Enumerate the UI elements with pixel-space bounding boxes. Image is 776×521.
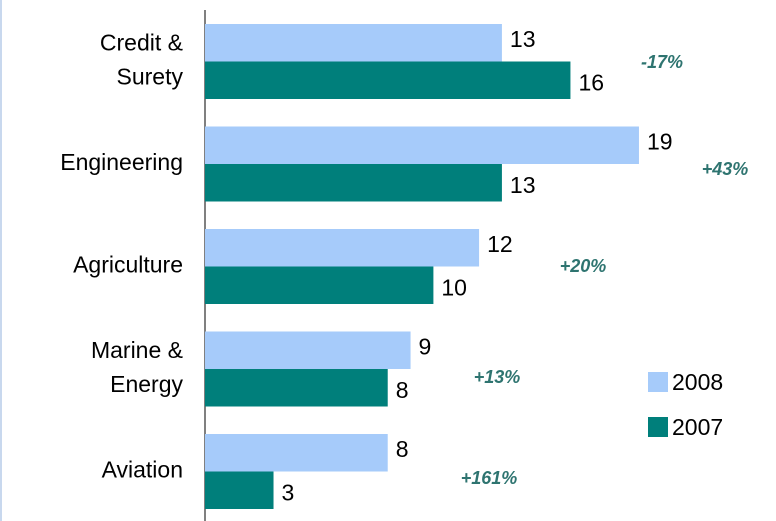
category-label: Engineering <box>60 149 183 175</box>
value-label: 19 <box>647 128 673 154</box>
value-label: 10 <box>441 274 467 300</box>
legend-swatch <box>648 372 668 392</box>
category-label: Marine & <box>91 337 183 363</box>
value-label: 13 <box>510 172 536 198</box>
annotation: +13% <box>474 367 521 387</box>
annotation: +20% <box>560 256 607 276</box>
value-label: 8 <box>396 436 409 462</box>
legend-label: 2008 <box>672 369 723 395</box>
value-label: 13 <box>510 26 536 52</box>
bar <box>205 24 502 62</box>
value-label: 3 <box>282 479 295 505</box>
annotation: +161% <box>461 468 518 488</box>
category-label: Aviation <box>102 457 183 483</box>
annotation: -17% <box>641 52 683 72</box>
value-label: 9 <box>419 333 432 359</box>
bar <box>205 164 502 202</box>
category-label: Surety <box>117 64 184 90</box>
annotation: +43% <box>702 159 749 179</box>
bar <box>205 369 388 407</box>
bar <box>205 266 434 304</box>
bar <box>205 331 411 369</box>
bar <box>205 229 480 267</box>
value-label: 8 <box>396 377 409 403</box>
legend-label: 2007 <box>672 414 723 440</box>
value-label: 12 <box>487 231 513 257</box>
category-label: Energy <box>110 371 183 397</box>
value-label: 16 <box>578 69 604 95</box>
bar <box>205 434 388 472</box>
category-label: Credit & <box>100 30 183 56</box>
bar <box>205 471 274 509</box>
bar <box>205 61 571 99</box>
bar <box>205 126 639 164</box>
legend-swatch <box>648 417 668 437</box>
category-label: Agriculture <box>73 252 183 278</box>
